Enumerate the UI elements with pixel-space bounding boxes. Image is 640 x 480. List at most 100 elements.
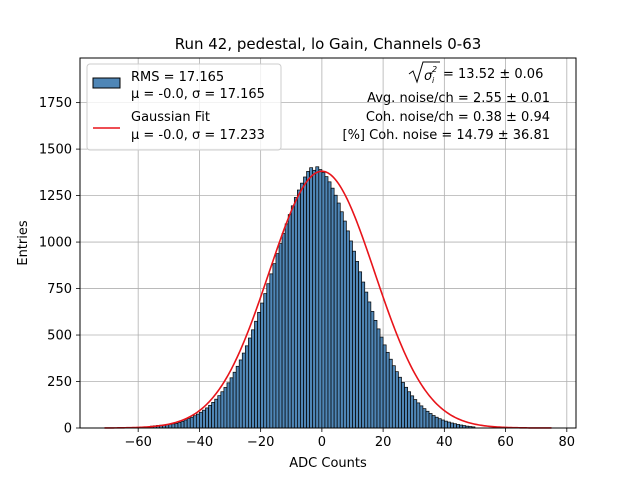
histogram-bar: [199, 411, 203, 429]
histogram-bar: [361, 281, 366, 429]
histogram-bar: [401, 382, 405, 429]
histogram-bar: [202, 409, 206, 429]
y-tick-label: 500: [47, 329, 72, 344]
legend-histogram-swatch: [92, 77, 121, 89]
y-tick-label: 1500: [39, 143, 72, 158]
annotation-coh-noise: Coh. noise/ch = 0.38 ± 0.94: [366, 110, 550, 125]
histogram-bar: [440, 419, 445, 429]
histogram-bar: [208, 404, 213, 429]
histogram-bar: [404, 386, 408, 429]
noise-annotations: σ 2 i = 13.52 ± 0.06 Avg. noise/ch = 2.5…: [343, 61, 551, 143]
x-tick-label: 80: [559, 435, 576, 450]
histogram-bar: [297, 189, 301, 429]
sqrt-sigma-symbol: σ 2 i: [408, 61, 440, 85]
histogram-bar: [220, 391, 225, 429]
histogram-bar: [413, 399, 418, 429]
histogram-bar: [226, 382, 231, 429]
histogram-bar: [422, 408, 427, 429]
histogram-bar: [407, 391, 412, 429]
chart-title: Run 42, pedestal, lo Gain, Channels 0-63: [175, 35, 482, 53]
histogram-bar: [235, 365, 240, 429]
histogram-bar: [269, 273, 274, 429]
y-tick-label: 250: [47, 375, 72, 390]
histogram-bar: [425, 410, 430, 429]
annotation-sqrt-sigma-value: = 13.52 ± 0.06: [443, 67, 543, 82]
histogram-bar: [180, 420, 185, 429]
histogram-bar: [416, 402, 421, 429]
y-tick-label: 1250: [39, 189, 72, 204]
histogram-bar: [263, 293, 268, 429]
histogram-bar: [318, 169, 323, 429]
histogram-bar: [352, 250, 356, 429]
histogram-bar: [238, 359, 243, 429]
histogram-bar: [355, 261, 359, 429]
y-axis-label: Entries: [16, 220, 31, 266]
x-tick-label: −20: [247, 435, 274, 450]
histogram-bar: [278, 243, 283, 429]
histogram-bar: [391, 365, 396, 429]
plot-frame: [79, 57, 577, 429]
histogram-bar: [339, 211, 344, 429]
histogram-bar: [266, 283, 271, 429]
histogram-bar: [293, 197, 298, 429]
histogram-bar: [244, 345, 249, 429]
x-tick-label: 20: [375, 435, 392, 450]
histogram-bar: [284, 223, 289, 429]
histogram-bar: [275, 253, 280, 429]
x-tick-label: −60: [124, 435, 151, 450]
histogram-bar: [395, 371, 399, 429]
histogram-bar: [385, 351, 390, 429]
histogram-bar: [171, 423, 176, 429]
histogram-bar: [183, 419, 188, 429]
histogram-bar: [379, 336, 384, 429]
histogram-bar: [189, 416, 194, 429]
histogram-bar: [437, 418, 442, 429]
histogram-bar: [177, 422, 182, 429]
histogram-bar: [260, 302, 265, 429]
histogram-bar: [367, 301, 372, 429]
histogram-bar: [373, 319, 378, 429]
histogram-bar: [217, 395, 222, 429]
histogram-bars: [150, 166, 476, 429]
legend: RMS = 17.165 μ = -0.0, σ = 17.165 Gaussi…: [86, 63, 282, 151]
histogram-bar: [434, 416, 439, 429]
histogram-bar: [223, 387, 228, 429]
histogram-bar: [327, 181, 332, 429]
svg-text:i: i: [432, 76, 435, 85]
histogram-bar: [195, 413, 200, 429]
histogram-bar: [248, 337, 252, 429]
histogram-bar: [447, 421, 451, 429]
y-tick-label: 1000: [39, 236, 72, 251]
histogram-bar: [453, 423, 457, 429]
histogram-bar: [428, 413, 433, 429]
y-tick-label: 750: [47, 282, 72, 297]
histogram-bar: [186, 418, 191, 429]
legend-fit-label: Gaussian Fit: [131, 110, 210, 125]
legend-histogram-stats: μ = -0.0, σ = 17.165: [131, 87, 265, 102]
x-axis-label: ADC Counts: [289, 456, 367, 471]
histogram-bar: [450, 422, 454, 429]
x-tick-label: 0: [318, 435, 326, 450]
y-axis-ticks: 0 250 500 750 1000 1250 1500 1750: [39, 96, 80, 437]
histogram-bar: [229, 377, 234, 429]
histogram-bar: [349, 240, 353, 429]
histogram-bar: [382, 344, 387, 429]
histogram-bar: [342, 220, 347, 429]
histogram-bar: [398, 376, 402, 429]
histogram-bar: [232, 371, 237, 429]
histogram-bar: [431, 415, 436, 429]
histogram-bar: [309, 167, 314, 429]
histogram-bar: [443, 420, 448, 429]
annotation-avg-noise: Avg. noise/ch = 2.55 ± 0.01: [367, 91, 550, 106]
histogram-bar: [257, 312, 261, 429]
histogram-bar: [333, 194, 338, 429]
svg-text:2: 2: [432, 65, 437, 74]
histogram-bar: [315, 166, 320, 429]
histogram-bar: [336, 202, 341, 429]
annotation-coh-noise-percent: [%] Coh. noise = 14.79 ± 36.81: [343, 128, 551, 143]
x-tick-label: 40: [436, 435, 453, 450]
histogram-bar: [303, 176, 307, 429]
histogram-bar: [205, 407, 209, 429]
histogram-bar: [306, 171, 310, 429]
